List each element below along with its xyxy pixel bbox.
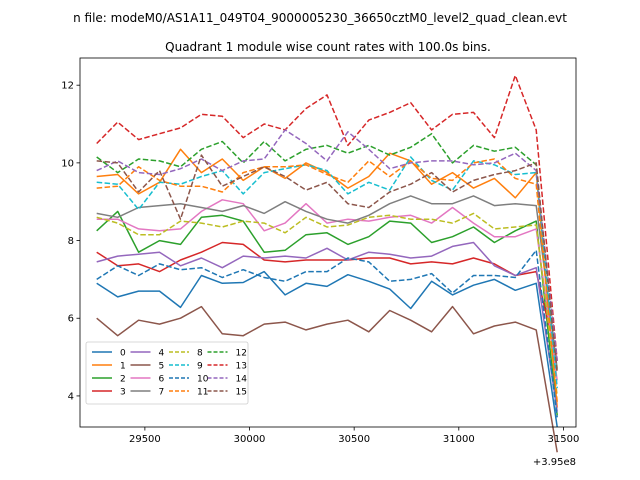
series-line-9	[96, 156, 558, 389]
legend-label-7: 7	[159, 388, 165, 398]
x-tick-label: 30000	[234, 434, 266, 445]
series-line-15	[96, 154, 558, 373]
series-line-1	[96, 148, 558, 408]
legend-label-9: 9	[197, 362, 203, 372]
y-tick-label: 6	[68, 314, 74, 325]
legend-label-5: 5	[159, 362, 165, 372]
x-tick-label: 31000	[443, 434, 475, 445]
legend-label-4: 4	[159, 349, 165, 359]
series-line-0	[96, 270, 558, 428]
legend-label-3: 3	[120, 388, 126, 398]
series-line-13	[96, 74, 558, 362]
legend-box	[85, 341, 249, 405]
legend-label-2: 2	[120, 375, 126, 385]
series-line-10	[96, 249, 558, 418]
legend-label-1: 1	[120, 362, 126, 372]
legend-label-11: 11	[197, 388, 208, 398]
series-line-6	[96, 199, 558, 381]
x-offset-label: +3.95e8	[533, 457, 576, 468]
y-tick-label: 12	[61, 81, 74, 92]
legend-label-13: 13	[236, 362, 247, 372]
series-line-2	[96, 210, 558, 416]
legend-label-12: 12	[236, 349, 247, 359]
y-tick-label: 4	[68, 391, 74, 402]
legend-label-15: 15	[236, 388, 247, 398]
x-tick-label: 31500	[548, 434, 580, 445]
series-line-3	[96, 241, 558, 362]
x-tick-label: 29500	[129, 434, 161, 445]
y-tick-label: 10	[61, 158, 74, 169]
series-line-4	[96, 241, 558, 412]
legend-label-14: 14	[236, 375, 248, 385]
series-line-12	[96, 132, 558, 373]
chart-title: Quadrant 1 module wise count rates with …	[165, 40, 491, 54]
series-line-11	[96, 158, 558, 402]
series-line-8	[96, 212, 558, 396]
legend-label-8: 8	[197, 349, 203, 359]
chart-suptitle: n file: modeM0/AS1A11_049T04_9000005230_…	[73, 11, 567, 25]
plot-lines	[96, 74, 558, 453]
legend-label-6: 6	[159, 375, 165, 385]
x-tick-label: 30500	[338, 434, 370, 445]
series-line-14	[96, 129, 558, 362]
series-line-5	[96, 305, 558, 453]
legend-label-10: 10	[197, 375, 209, 385]
plot-frame	[79, 57, 577, 428]
y-tick-label: 8	[68, 236, 74, 247]
legend-label-0: 0	[120, 349, 126, 359]
